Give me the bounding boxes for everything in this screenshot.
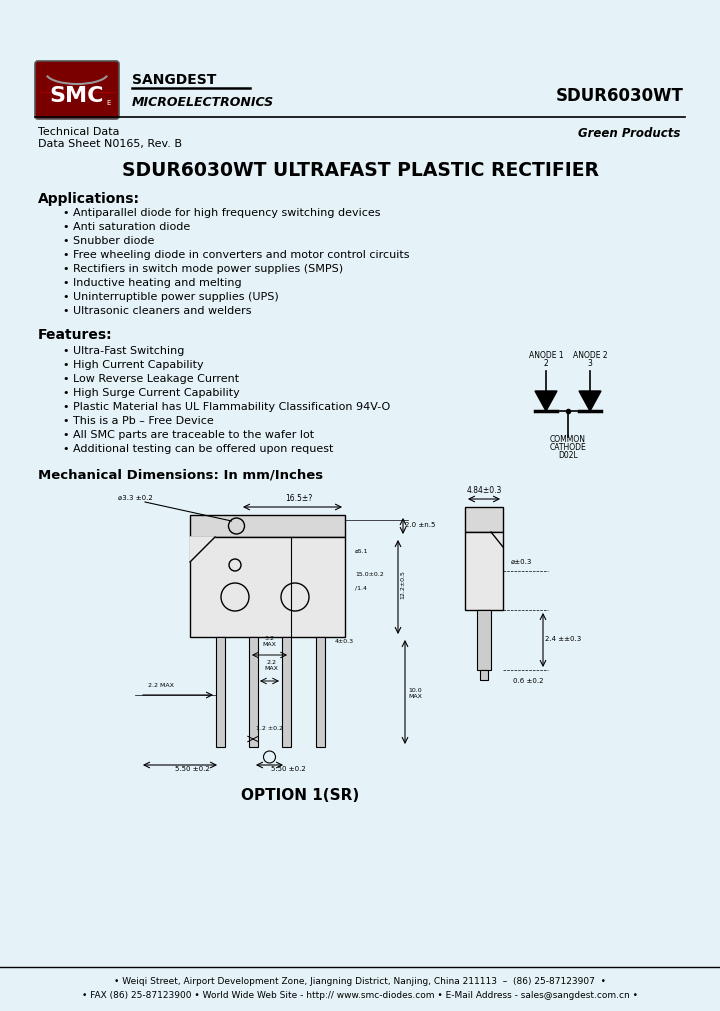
Text: •: •	[62, 250, 68, 260]
Text: • Weiqi Street, Airport Development Zone, Jiangning District, Nanjing, China 211: • Weiqi Street, Airport Development Zone…	[114, 976, 606, 985]
Text: •: •	[62, 236, 68, 246]
Text: •: •	[62, 221, 68, 232]
Text: Technical Data: Technical Data	[38, 126, 120, 136]
Text: Snubber diode: Snubber diode	[73, 236, 154, 246]
Text: /1.4: /1.4	[355, 585, 367, 590]
Text: Uninterruptible power supplies (UPS): Uninterruptible power supplies (UPS)	[73, 292, 279, 301]
Text: 3.2
MAX: 3.2 MAX	[263, 636, 276, 646]
Text: •: •	[62, 278, 68, 288]
Bar	[190, 516, 345, 538]
Text: Rectifiers in switch mode power supplies (SMPS): Rectifiers in switch mode power supplies…	[73, 264, 343, 274]
Text: •: •	[62, 208, 68, 217]
Text: High Surge Current Capability: High Surge Current Capability	[73, 387, 240, 397]
Text: 4±0.3: 4±0.3	[335, 638, 354, 643]
Bar	[216, 637, 225, 747]
Text: 1.2 ±0.2: 1.2 ±0.2	[256, 725, 283, 730]
Text: SDUR6030WT ULTRAFAST PLASTIC RECTIFIER: SDUR6030WT ULTRAFAST PLASTIC RECTIFIER	[122, 161, 598, 179]
Text: •: •	[62, 444, 68, 454]
Text: Ultrasonic cleaners and welders: Ultrasonic cleaners and welders	[73, 305, 251, 315]
Text: Antiparallel diode for high frequency switching devices: Antiparallel diode for high frequency sw…	[73, 208, 380, 217]
Bar	[190, 538, 345, 637]
Text: MICROELECTRONICS: MICROELECTRONICS	[132, 95, 274, 108]
Text: Low Reverse Leakage Current: Low Reverse Leakage Current	[73, 374, 239, 383]
Text: OPTION 1(SR): OPTION 1(SR)	[241, 788, 359, 802]
Polygon shape	[535, 391, 557, 411]
Bar	[316, 637, 325, 747]
Bar	[282, 637, 291, 747]
Text: ⌀±0.3: ⌀±0.3	[511, 558, 532, 564]
Text: •: •	[62, 360, 68, 370]
Text: 5.50 ±0.2: 5.50 ±0.2	[175, 765, 210, 771]
Text: ANODE 2: ANODE 2	[572, 351, 607, 360]
Text: 4.84±0.3: 4.84±0.3	[467, 485, 502, 494]
Text: Applications:: Applications:	[38, 192, 140, 206]
Polygon shape	[190, 538, 215, 562]
Text: 2: 2	[544, 359, 549, 368]
Text: E: E	[107, 100, 111, 106]
Text: 16.5±?: 16.5±?	[285, 493, 312, 502]
FancyBboxPatch shape	[35, 62, 119, 120]
Text: SMC: SMC	[50, 86, 104, 106]
Text: ⌀5.1: ⌀5.1	[355, 548, 369, 553]
Polygon shape	[579, 391, 601, 411]
Bar	[465, 533, 503, 611]
Text: D02L: D02L	[558, 451, 578, 460]
Text: Green Products: Green Products	[577, 126, 680, 140]
Text: 2.4 ±±0.3: 2.4 ±±0.3	[545, 635, 581, 641]
Text: •: •	[62, 292, 68, 301]
Text: •: •	[62, 305, 68, 315]
Text: •: •	[62, 387, 68, 397]
Text: This is a Pb – Free Device: This is a Pb – Free Device	[73, 416, 214, 426]
Text: SDUR6030WT: SDUR6030WT	[556, 87, 684, 105]
Text: Inductive heating and melting: Inductive heating and melting	[73, 278, 242, 288]
Text: •: •	[62, 416, 68, 426]
Text: CATHODE: CATHODE	[549, 443, 586, 452]
Bar	[477, 611, 491, 670]
Text: •: •	[62, 374, 68, 383]
Text: 10.0
MAX: 10.0 MAX	[408, 687, 422, 699]
Text: 15.0±0.2: 15.0±0.2	[355, 571, 384, 576]
Text: 2.0 ±n.5: 2.0 ±n.5	[405, 522, 436, 528]
Text: High Current Capability: High Current Capability	[73, 360, 204, 370]
Text: Ultra-Fast Switching: Ultra-Fast Switching	[73, 346, 184, 356]
Text: Additional testing can be offered upon request: Additional testing can be offered upon r…	[73, 444, 333, 454]
Text: Data Sheet N0165, Rev. B: Data Sheet N0165, Rev. B	[38, 139, 182, 149]
Text: COMMON: COMMON	[550, 435, 586, 444]
Text: •: •	[62, 346, 68, 356]
Text: 3: 3	[588, 359, 593, 368]
Text: Free wheeling diode in converters and motor control circuits: Free wheeling diode in converters and mo…	[73, 250, 410, 260]
Text: 5.50 ±0.2: 5.50 ±0.2	[271, 765, 305, 771]
Bar	[249, 637, 258, 747]
Text: •: •	[62, 401, 68, 411]
Bar	[480, 670, 488, 680]
Text: ⌀3.3 ±0.2: ⌀3.3 ±0.2	[118, 494, 153, 500]
Text: 12.2±0.5: 12.2±0.5	[400, 569, 405, 599]
Text: 0.6 ±0.2: 0.6 ±0.2	[513, 677, 544, 683]
Text: •: •	[62, 264, 68, 274]
Text: • FAX (86) 25-87123900 • World Wide Web Site - http:// www.smc-diodes.com • E-Ma: • FAX (86) 25-87123900 • World Wide Web …	[82, 990, 638, 999]
Text: Anti saturation diode: Anti saturation diode	[73, 221, 190, 232]
Text: ANODE 1: ANODE 1	[528, 351, 563, 360]
Text: Features:: Features:	[38, 328, 112, 342]
Text: 2.2
MAX: 2.2 MAX	[264, 659, 279, 670]
Text: •: •	[62, 430, 68, 440]
Text: 2.2 MAX: 2.2 MAX	[148, 682, 174, 687]
Text: All SMC parts are traceable to the wafer lot: All SMC parts are traceable to the wafer…	[73, 430, 314, 440]
Text: SANGDEST: SANGDEST	[132, 73, 217, 87]
Text: Mechanical Dimensions: In mm/Inches: Mechanical Dimensions: In mm/Inches	[38, 467, 323, 480]
Text: Plastic Material has UL Flammability Classification 94V-O: Plastic Material has UL Flammability Cla…	[73, 401, 390, 411]
Bar	[465, 508, 503, 533]
